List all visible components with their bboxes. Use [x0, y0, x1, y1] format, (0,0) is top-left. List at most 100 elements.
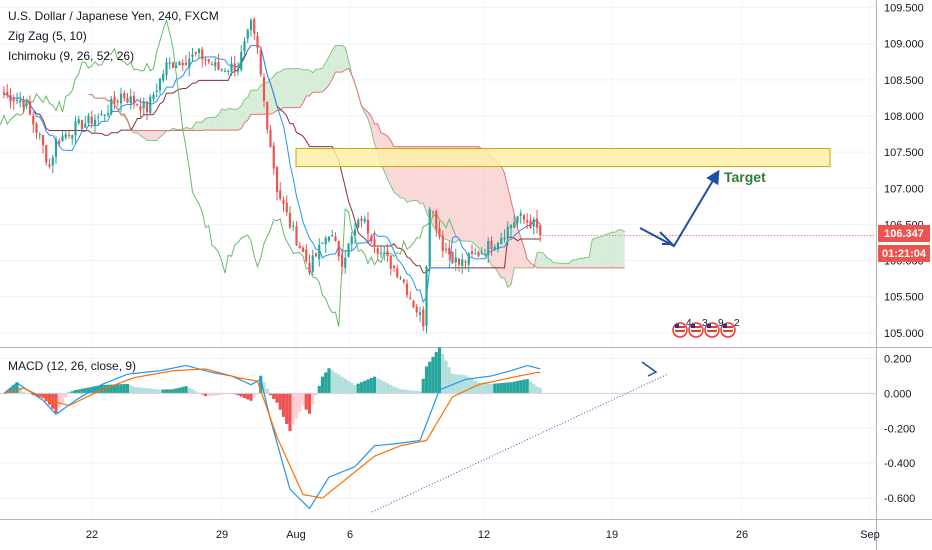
- histogram-bar: [525, 379, 529, 394]
- kumo-segment: [273, 72, 277, 113]
- histogram-bar: [333, 372, 338, 394]
- price-tick-label: 109.000: [884, 39, 924, 51]
- histogram-bar: [60, 393, 65, 403]
- kumo-segment: [459, 146, 463, 242]
- kumo-segment: [345, 47, 349, 70]
- candle-up: [142, 101, 145, 109]
- kumo-segment: [238, 105, 242, 131]
- histogram-bar: [83, 388, 87, 394]
- histogram-bar: [307, 393, 312, 414]
- kumo-segment: [319, 68, 323, 93]
- kumo-segment: [615, 229, 619, 268]
- kumo-segment: [553, 262, 557, 268]
- histogram-bar: [441, 353, 445, 394]
- candle-up: [379, 252, 383, 254]
- candle-up: [74, 121, 77, 136]
- macd-label[interactable]: MACD (12, 26, close, 9): [8, 359, 136, 373]
- histogram-bar: [415, 390, 419, 394]
- candle-up: [129, 96, 132, 104]
- histogram-bar: [181, 386, 185, 394]
- histogram-bar: [398, 389, 403, 394]
- histogram-bar: [395, 387, 399, 394]
- candle-down: [207, 59, 210, 62]
- candle-down: [457, 258, 461, 265]
- kumo-segment: [579, 258, 583, 268]
- candle-down: [259, 50, 262, 75]
- candle-up: [292, 225, 295, 227]
- flag-canton: [707, 324, 711, 328]
- candle-up: [331, 235, 334, 237]
- price-candles: [2, 17, 876, 334]
- time-tick-label: Aug: [286, 529, 306, 541]
- candle-down: [181, 62, 184, 66]
- zigzag-label[interactable]: Zig Zag (5, 10): [8, 29, 87, 43]
- kumo-segment: [303, 69, 307, 104]
- histogram-bar: [86, 387, 91, 394]
- drawing-annotations[interactable]: [371, 169, 720, 513]
- histogram-bar: [437, 347, 442, 394]
- histogram-bar: [57, 393, 61, 408]
- histogram-bar: [460, 374, 464, 394]
- candle-up: [119, 93, 123, 104]
- candle-up: [51, 157, 54, 166]
- kumo-segment: [153, 130, 157, 141]
- candle-down: [22, 99, 25, 108]
- candle-up: [240, 52, 243, 70]
- candle-down: [412, 301, 415, 308]
- time-tick-label: 12: [478, 529, 490, 541]
- candle-down: [522, 215, 526, 220]
- candle-up: [311, 255, 314, 272]
- candle-down: [58, 140, 61, 144]
- candle-up: [152, 94, 155, 100]
- candle-up: [243, 40, 246, 52]
- kumo-segment: [270, 76, 274, 115]
- histogram-bar: [418, 391, 422, 394]
- histogram-bar: [486, 383, 490, 394]
- histogram-bar: [496, 383, 500, 394]
- kumo-segment: [618, 229, 622, 268]
- kumo-segment: [559, 263, 563, 268]
- candle-down: [409, 297, 412, 299]
- histogram-bar: [447, 367, 451, 394]
- candle-down: [45, 145, 48, 163]
- histogram-bar: [259, 375, 263, 394]
- kumo-segment: [251, 90, 255, 115]
- candle-up: [357, 219, 360, 228]
- kumo-segment: [218, 109, 222, 131]
- candle-up: [428, 209, 431, 267]
- candle-down: [194, 52, 197, 54]
- ichimoku-label[interactable]: Ichimoku (9, 26, 52, 26): [8, 49, 134, 63]
- candle-down: [477, 251, 480, 257]
- histogram-bar: [112, 384, 117, 394]
- histogram-bar: [330, 370, 334, 394]
- histogram-bar: [304, 393, 308, 410]
- kumo-segment: [309, 70, 313, 96]
- target-label[interactable]: Target: [724, 169, 766, 185]
- kumo-segment: [290, 68, 294, 108]
- histogram-bar: [366, 379, 370, 394]
- candle-down: [435, 211, 438, 230]
- candle-up: [246, 29, 249, 39]
- candle-down: [136, 104, 139, 106]
- kumo-segment: [160, 130, 164, 138]
- histogram-bar: [47, 393, 52, 405]
- kumo-segment: [602, 234, 606, 268]
- histogram-bar: [405, 389, 409, 394]
- histogram-bar: [80, 388, 84, 394]
- kumo-segment: [550, 259, 554, 268]
- candle-up: [487, 241, 490, 256]
- histogram-bar: [489, 383, 494, 394]
- kumo-segment: [293, 68, 297, 108]
- histogram-bar: [519, 380, 523, 394]
- candle-down: [444, 248, 448, 250]
- candle-up: [19, 100, 22, 103]
- candle-down: [35, 123, 38, 134]
- kumo-segment: [231, 108, 235, 131]
- candle-up: [197, 48, 201, 54]
- candle-down: [470, 251, 474, 255]
- histogram-bar: [363, 380, 367, 394]
- histogram-bar: [207, 393, 211, 397]
- macd-trendline: [371, 373, 669, 513]
